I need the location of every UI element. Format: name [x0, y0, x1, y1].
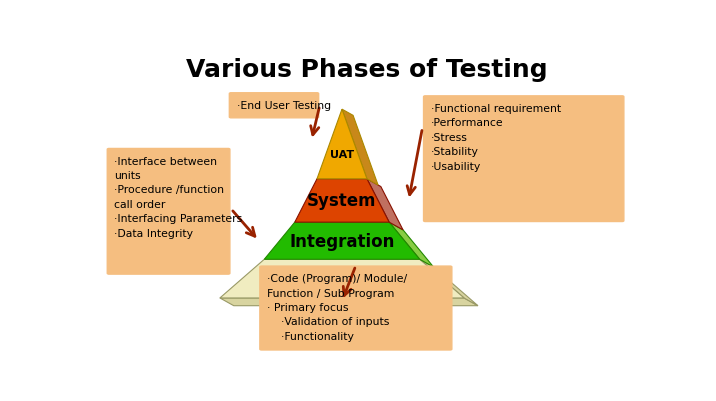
Polygon shape	[220, 259, 464, 298]
Polygon shape	[295, 179, 390, 223]
Text: ·Functional requirement
·Performance
·Stress
·Stability
·Usability: ·Functional requirement ·Performance ·St…	[431, 104, 561, 171]
Polygon shape	[317, 110, 367, 179]
Polygon shape	[367, 179, 403, 230]
FancyBboxPatch shape	[229, 93, 319, 119]
Text: System: System	[307, 192, 377, 210]
FancyBboxPatch shape	[424, 97, 624, 222]
Polygon shape	[264, 223, 420, 259]
Text: ·End User Testing: ·End User Testing	[236, 101, 331, 111]
FancyBboxPatch shape	[107, 149, 230, 274]
Text: Integration: Integration	[289, 232, 395, 250]
Polygon shape	[390, 223, 434, 267]
Polygon shape	[342, 110, 378, 186]
Text: ·Interface between
units
·Procedure /function
call order
·Interfacing Parameters: ·Interface between units ·Procedure /fun…	[115, 156, 243, 238]
Text: Unit: Unit	[321, 270, 363, 288]
Text: Various Phases of Testing: Various Phases of Testing	[186, 57, 548, 81]
Polygon shape	[220, 298, 478, 306]
Polygon shape	[420, 259, 478, 306]
FancyBboxPatch shape	[260, 266, 452, 350]
Text: ·Code (Program)/ Module/
Function / Sub Program
· Primary focus
    ·Validation : ·Code (Program)/ Module/ Function / Sub …	[267, 273, 407, 341]
Text: UAT: UAT	[330, 150, 354, 160]
